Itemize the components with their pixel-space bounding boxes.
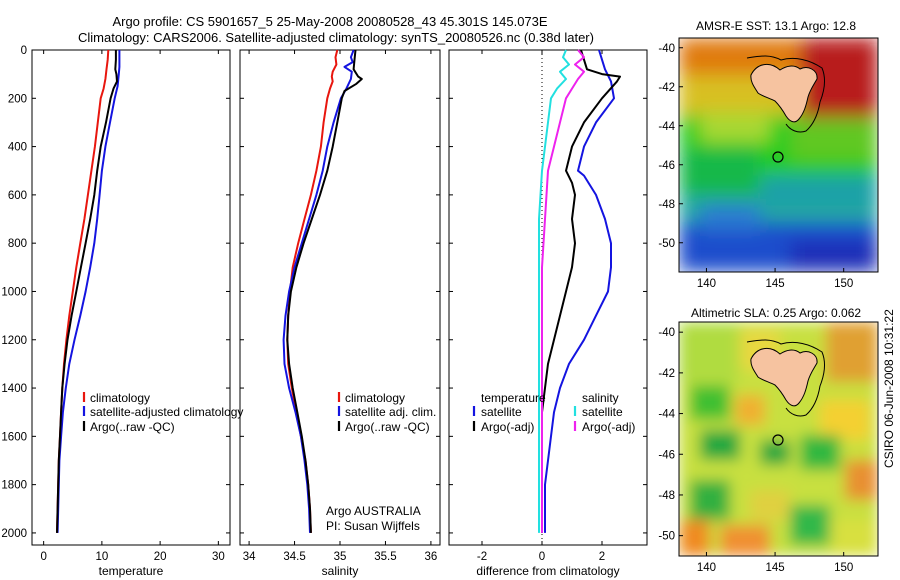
legend-label: Argo(-adj): [582, 420, 635, 434]
figure-title-line-2: Climatology: CARS2006. Satellite-adjuste…: [78, 30, 594, 45]
map-x-tick-label: 140: [697, 562, 716, 574]
series-line-climatology: [56, 49, 110, 533]
map-y-tick-label: -48: [658, 199, 675, 211]
legend-heading-temperature: temperature: [481, 391, 546, 405]
y-tick-label: 800: [8, 238, 27, 250]
y-tick-label: 400: [8, 142, 27, 154]
y-tick-label: 200: [8, 93, 27, 105]
sst-map-title: AMSR-E SST: 13.1 Argo: 12.8: [696, 19, 856, 33]
temperature-profile-panel: 0 200 400 600 800 1000 1200 1400 1600 1800 2000 0 10…: [1, 45, 231, 578]
x-tick-label: 0: [539, 551, 545, 563]
legend-heading-salinity: salinity: [582, 391, 619, 405]
legend-label: Argo(..raw -QC): [345, 420, 430, 434]
plot-frame: [31, 49, 231, 546]
salinity-legend: climatology satellite adj. clim. Argo(..…: [326, 391, 436, 533]
sla-map: Altimetric SLA: 0.25 Argo: 0.062: [658, 306, 879, 574]
sst-map: AMSR-E SST: 13.1 Argo: 12.8 140 145 150: [658, 19, 879, 290]
series-line-salinity-satellite: [538, 49, 570, 533]
legend-label: satellite adj. clim.: [345, 405, 436, 419]
y-tick-label: 1600: [1, 431, 27, 443]
legend-label: satellite: [582, 405, 623, 419]
series-line-climatology: [286, 49, 339, 533]
y-tick-label: 1200: [1, 335, 27, 347]
annotation-argo-australia: Argo AUSTRALIA: [326, 504, 421, 518]
y-tick-label: 1000: [1, 286, 27, 298]
map-x-tick-label: 145: [765, 562, 784, 574]
series-line-satellite-adj-clim-: [282, 49, 355, 533]
plot-frame: [448, 49, 648, 546]
legend-label: climatology: [90, 391, 150, 405]
difference-legend: temperature satellite Argo(-adj) salinit…: [472, 391, 635, 434]
x-axis-label: temperature: [99, 564, 164, 578]
x-tick-label: 20: [154, 551, 167, 563]
plot-frame: [239, 49, 441, 546]
timestamp-stamp: CSIRO 06-Jun-2008 10:31:22: [882, 309, 896, 468]
map-y-tick-label: -46: [658, 160, 675, 172]
x-tick-label: 34.5: [283, 551, 305, 563]
map-y-tick-label: -44: [658, 121, 675, 133]
annotation-pi: PI: Susan Wijffels: [326, 519, 420, 533]
x-tick-label: 36: [425, 551, 438, 563]
legend-label: satellite: [481, 405, 522, 419]
sla-map-frame: [678, 321, 879, 557]
bathymetry-contour: [746, 55, 826, 133]
sla-map-title: Altimetric SLA: 0.25 Argo: 0.062: [691, 306, 861, 320]
x-tick-label: 0: [40, 551, 46, 563]
figure-title-line-1: Argo profile: CS 5901657_5 25-May-2008 2…: [112, 14, 547, 29]
salinity-profile-panel: 34 34.5 35 35.5 36 salinity: [239, 49, 441, 578]
series-line-argo-raw-qc-: [56, 50, 118, 533]
y-tick-label: 2000: [1, 528, 27, 540]
map-y-tick-label: -50: [658, 531, 675, 543]
map-y-tick-label: -42: [658, 368, 675, 380]
series-line-temperature-argo-adj-: [541, 49, 621, 533]
map-y-tick-label: -40: [658, 43, 675, 55]
argo-position-marker: [772, 151, 784, 163]
x-tick-label: 30: [212, 551, 225, 563]
x-tick-label: 35.5: [374, 551, 396, 563]
map-x-tick-label: 150: [834, 278, 853, 290]
y-tick-label: 600: [8, 190, 27, 202]
temperature-legend: climatology satellite-adjusted climatolo…: [82, 391, 243, 434]
x-tick-label: 35: [334, 551, 347, 563]
bathymetry-contour: [746, 339, 826, 417]
map-x-tick-label: 150: [834, 562, 853, 574]
tasmania-landmass: [750, 347, 818, 407]
map-y-tick-label: -48: [658, 490, 675, 502]
map-x-tick-label: 140: [697, 278, 716, 290]
legend-label: Argo(-adj): [481, 420, 534, 434]
legend-label: satellite-adjusted climatology: [90, 405, 243, 419]
legend-label: climatology: [345, 391, 405, 405]
series-line-salinity-argo-adj-: [541, 49, 585, 533]
map-y-tick-label: -50: [658, 238, 675, 250]
y-tick-label: 0: [21, 45, 27, 57]
legend-label: Argo(..raw -QC): [90, 420, 175, 434]
sst-map-frame: [678, 37, 879, 273]
x-tick-label: -2: [477, 551, 487, 563]
x-tick-label: 34: [243, 551, 256, 563]
y-tick-label: 1800: [1, 480, 27, 492]
argo-position-marker: [772, 434, 784, 446]
series-line-temperature-satellite: [544, 49, 615, 533]
x-axis-label: salinity: [322, 564, 359, 578]
map-y-tick-label: -42: [658, 82, 675, 94]
series-line-argo-raw-qc-: [286, 49, 363, 533]
series-line-satellite-adjusted-climatology: [56, 50, 121, 533]
map-y-tick-label: -46: [658, 449, 675, 461]
tasmania-landmass: [750, 63, 818, 123]
x-axis-label: difference from climatology: [476, 564, 619, 578]
map-y-tick-label: -44: [658, 409, 675, 421]
x-tick-label: 10: [95, 551, 108, 563]
y-tick-label: 1400: [1, 383, 27, 395]
map-x-tick-label: 145: [765, 278, 784, 290]
x-tick-label: 2: [599, 551, 605, 563]
map-y-tick-label: -40: [658, 327, 675, 339]
